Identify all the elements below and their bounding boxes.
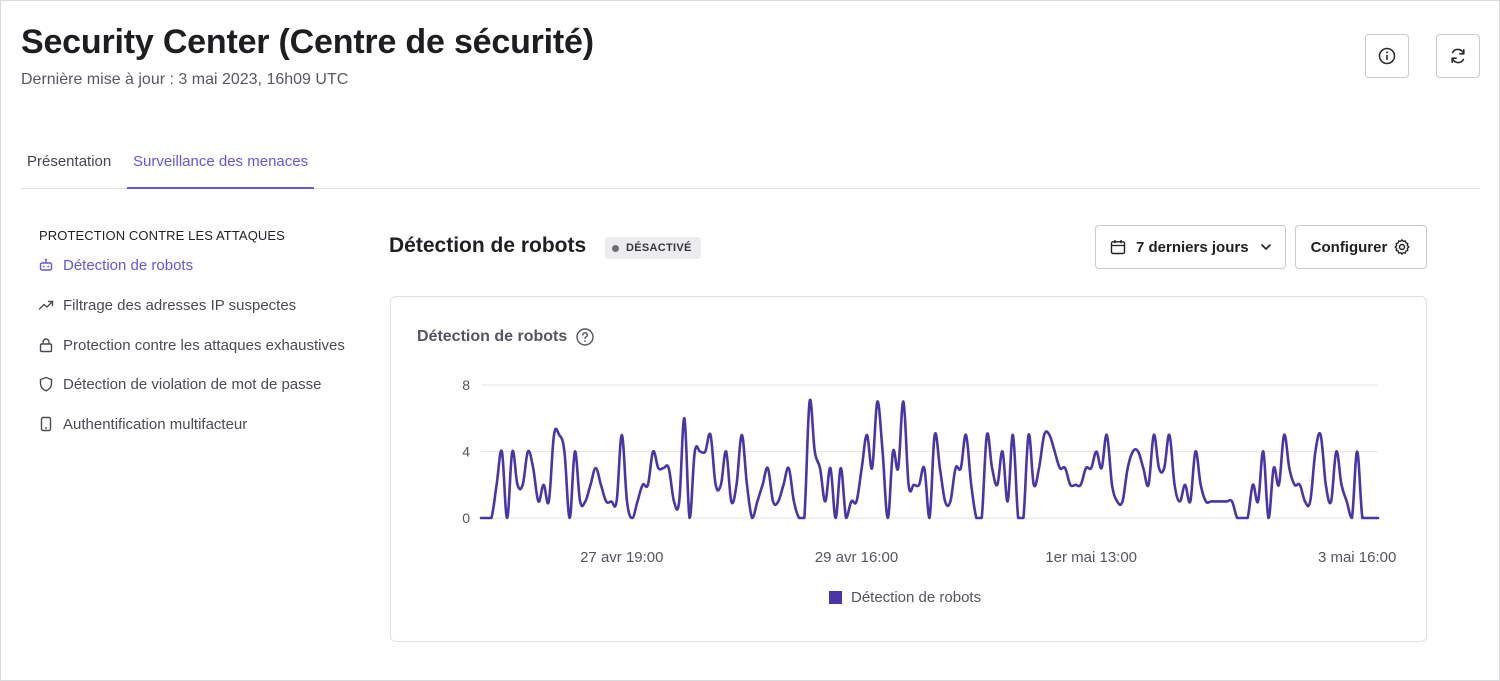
x-tick-label: 27 avr 19:00 bbox=[580, 549, 663, 566]
chart-legend[interactable]: Détection de robots bbox=[829, 589, 981, 606]
configure-label: Configurer bbox=[1310, 238, 1388, 256]
lock-icon bbox=[37, 336, 55, 354]
sidebar-item-ip-filtering[interactable]: Filtrage des adresses IP suspectes bbox=[37, 296, 296, 314]
sidebar-item-bot-detection[interactable]: Détection de robots bbox=[37, 256, 193, 274]
legend-label: Détection de robots bbox=[851, 589, 982, 606]
sidebar-item-label: Détection de violation de mot de passe bbox=[63, 375, 322, 393]
tab-presentation[interactable]: Présentation bbox=[27, 153, 112, 170]
sidebar-item-label: Détection de robots bbox=[63, 256, 194, 274]
sidebar-item-breached-password[interactable]: Détection de violation de mot de passe bbox=[37, 375, 322, 393]
y-tick-label: 4 bbox=[462, 444, 470, 460]
bot-detection-line-chart: 0 4 8 27 avr 19:00 29 avr 16:00 1er mai 13:00… bbox=[462, 377, 1396, 566]
status-badge: DÉSACTIVÉ bbox=[605, 237, 701, 259]
refresh-button[interactable] bbox=[1436, 34, 1480, 78]
configure-button[interactable]: Configurer bbox=[1295, 225, 1427, 269]
y-tick-label: 8 bbox=[462, 377, 470, 393]
shield-icon bbox=[37, 375, 55, 393]
phone-icon bbox=[37, 415, 55, 433]
refresh-icon bbox=[1451, 48, 1465, 64]
sidebar-item-mfa[interactable]: Authentification multifacteur bbox=[37, 415, 247, 433]
info-icon bbox=[1378, 47, 1396, 65]
legend-swatch bbox=[829, 591, 842, 604]
page-title: Security Center (Centre de sécurité) bbox=[21, 23, 594, 61]
sidebar-item-label: Filtrage des adresses IP suspectes bbox=[63, 296, 297, 314]
sidebar-item-label: Protection contre les attaques exhaustiv… bbox=[63, 336, 345, 354]
x-tick-label: 1er mai 13:00 bbox=[1045, 549, 1137, 566]
chevron-down-icon bbox=[1260, 244, 1271, 250]
section-title: Détection de robots bbox=[389, 234, 587, 257]
series-line-bot-detection bbox=[479, 398, 1380, 520]
last-updated-text: Dernière mise à jour : 3 mai 2023, 16h09… bbox=[21, 71, 349, 88]
chart-title: Détection de robots bbox=[417, 328, 594, 346]
status-dot bbox=[612, 244, 619, 252]
tab-threat-monitoring[interactable]: Surveillance des menaces bbox=[127, 145, 315, 189]
y-tick-label: 0 bbox=[462, 510, 470, 526]
trending-up-icon bbox=[37, 296, 55, 314]
date-range-label: 7 derniers jours bbox=[1136, 238, 1249, 256]
status-badge-label: DÉSACTIVÉ bbox=[626, 242, 692, 254]
info-button[interactable] bbox=[1365, 34, 1409, 78]
robot-icon bbox=[37, 256, 55, 274]
sidebar-heading: PROTECTION CONTRE LES ATTAQUES bbox=[39, 228, 285, 243]
x-tick-label: 3 mai 16:00 bbox=[1318, 549, 1396, 566]
sidebar-item-brute-force[interactable]: Protection contre les attaques exhaustiv… bbox=[37, 336, 345, 354]
help-icon[interactable] bbox=[576, 328, 594, 346]
chart-card: Détection de robots 0 4 8 27 avr 19:00 29 av… bbox=[390, 296, 1427, 642]
calendar-icon bbox=[1110, 240, 1126, 255]
tab-bar: Présentation Surveillance des menaces bbox=[21, 145, 1480, 189]
chart-title-text: Détection de robots bbox=[417, 328, 568, 345]
date-range-dropdown[interactable]: 7 derniers jours bbox=[1095, 225, 1286, 269]
sidebar-item-label: Authentification multifacteur bbox=[63, 415, 248, 433]
gear-icon bbox=[1394, 239, 1410, 255]
x-tick-label: 29 avr 16:00 bbox=[815, 549, 898, 566]
